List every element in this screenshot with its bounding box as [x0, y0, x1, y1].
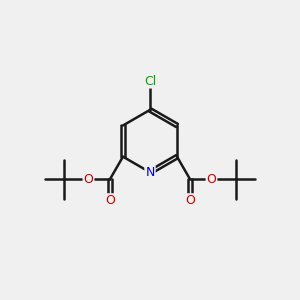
Text: O: O [105, 194, 115, 207]
Text: N: N [145, 166, 155, 179]
Text: O: O [84, 173, 93, 186]
Text: O: O [207, 173, 216, 186]
Text: Cl: Cl [144, 74, 156, 88]
Text: O: O [185, 194, 195, 207]
